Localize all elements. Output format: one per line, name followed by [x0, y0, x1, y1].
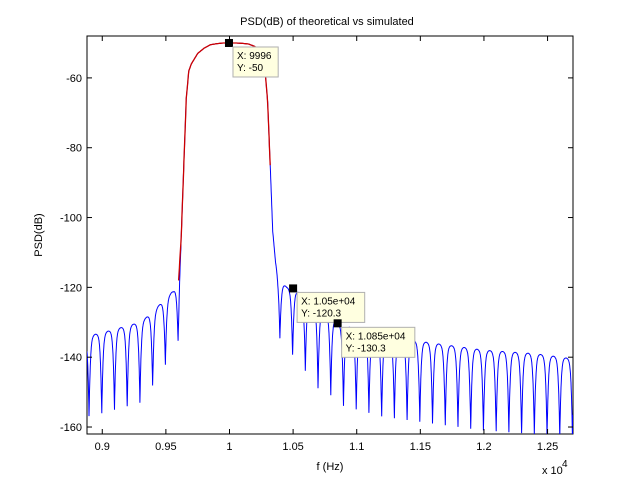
datatip-marker[interactable] — [289, 284, 298, 293]
datatip-text: X: 1.05e+04 — [301, 296, 356, 307]
plot-area[interactable]: 0.9 0.95 1 1.05 1.1 1.15 1.2 1.25 -60 -80 -100 -120… — [60, 35, 574, 453]
x-tick-label: 1.25 — [537, 441, 558, 453]
datatip-box — [232, 46, 279, 78]
y-tick-label: -60 — [66, 73, 82, 85]
y-tick-label: -80 — [66, 143, 82, 155]
datatip-marker[interactable] — [224, 38, 233, 47]
y-tick-label: -160 — [60, 422, 82, 434]
ticks-layer: 0.9 0.95 1 1.05 1.1 1.15 1.2 1.25 -60 -80 -100 -120… — [60, 36, 573, 453]
x-tick-label: 0.9 — [95, 441, 110, 453]
datatip-text: Y: -130.3 — [346, 343, 386, 354]
datatip-box — [341, 326, 416, 358]
x-tick-label: 0.95 — [155, 441, 176, 453]
x-multiplier-exponent: 4 — [562, 459, 568, 470]
chart-title: PSD(dB) of theoretical vs simulated — [240, 16, 414, 28]
x-multiplier-label: x 10 — [542, 465, 563, 477]
x-tick-label: 1.2 — [476, 441, 491, 453]
y-axis-label: PSD(dB) — [33, 213, 45, 256]
datatip[interactable]: X: 1.05e+04Y: -120.3 — [289, 284, 366, 323]
x-tick-label: 1.1 — [349, 441, 364, 453]
series-line-0 — [87, 42, 573, 434]
x-tick-label: 1.05 — [282, 441, 303, 453]
x-tick-label: 1 — [226, 441, 232, 453]
datatip-marker[interactable] — [333, 319, 342, 328]
x-tick-label: 1.15 — [410, 441, 431, 453]
y-tick-label: -100 — [60, 213, 82, 225]
y-tick-label: -140 — [60, 352, 82, 364]
x-axis-label: f (Hz) — [317, 461, 344, 473]
datatip[interactable]: X: 1.085e+04Y: -130.3 — [333, 319, 416, 358]
datatip-text: X: 1.085e+04 — [346, 331, 406, 342]
y-tick-label: -120 — [60, 282, 82, 294]
datatip-text: Y: -120.3 — [301, 308, 341, 319]
datatip-text: X: 9996 — [237, 51, 272, 62]
datatip-text: Y: -50 — [237, 63, 264, 74]
datatip-box — [296, 291, 366, 323]
